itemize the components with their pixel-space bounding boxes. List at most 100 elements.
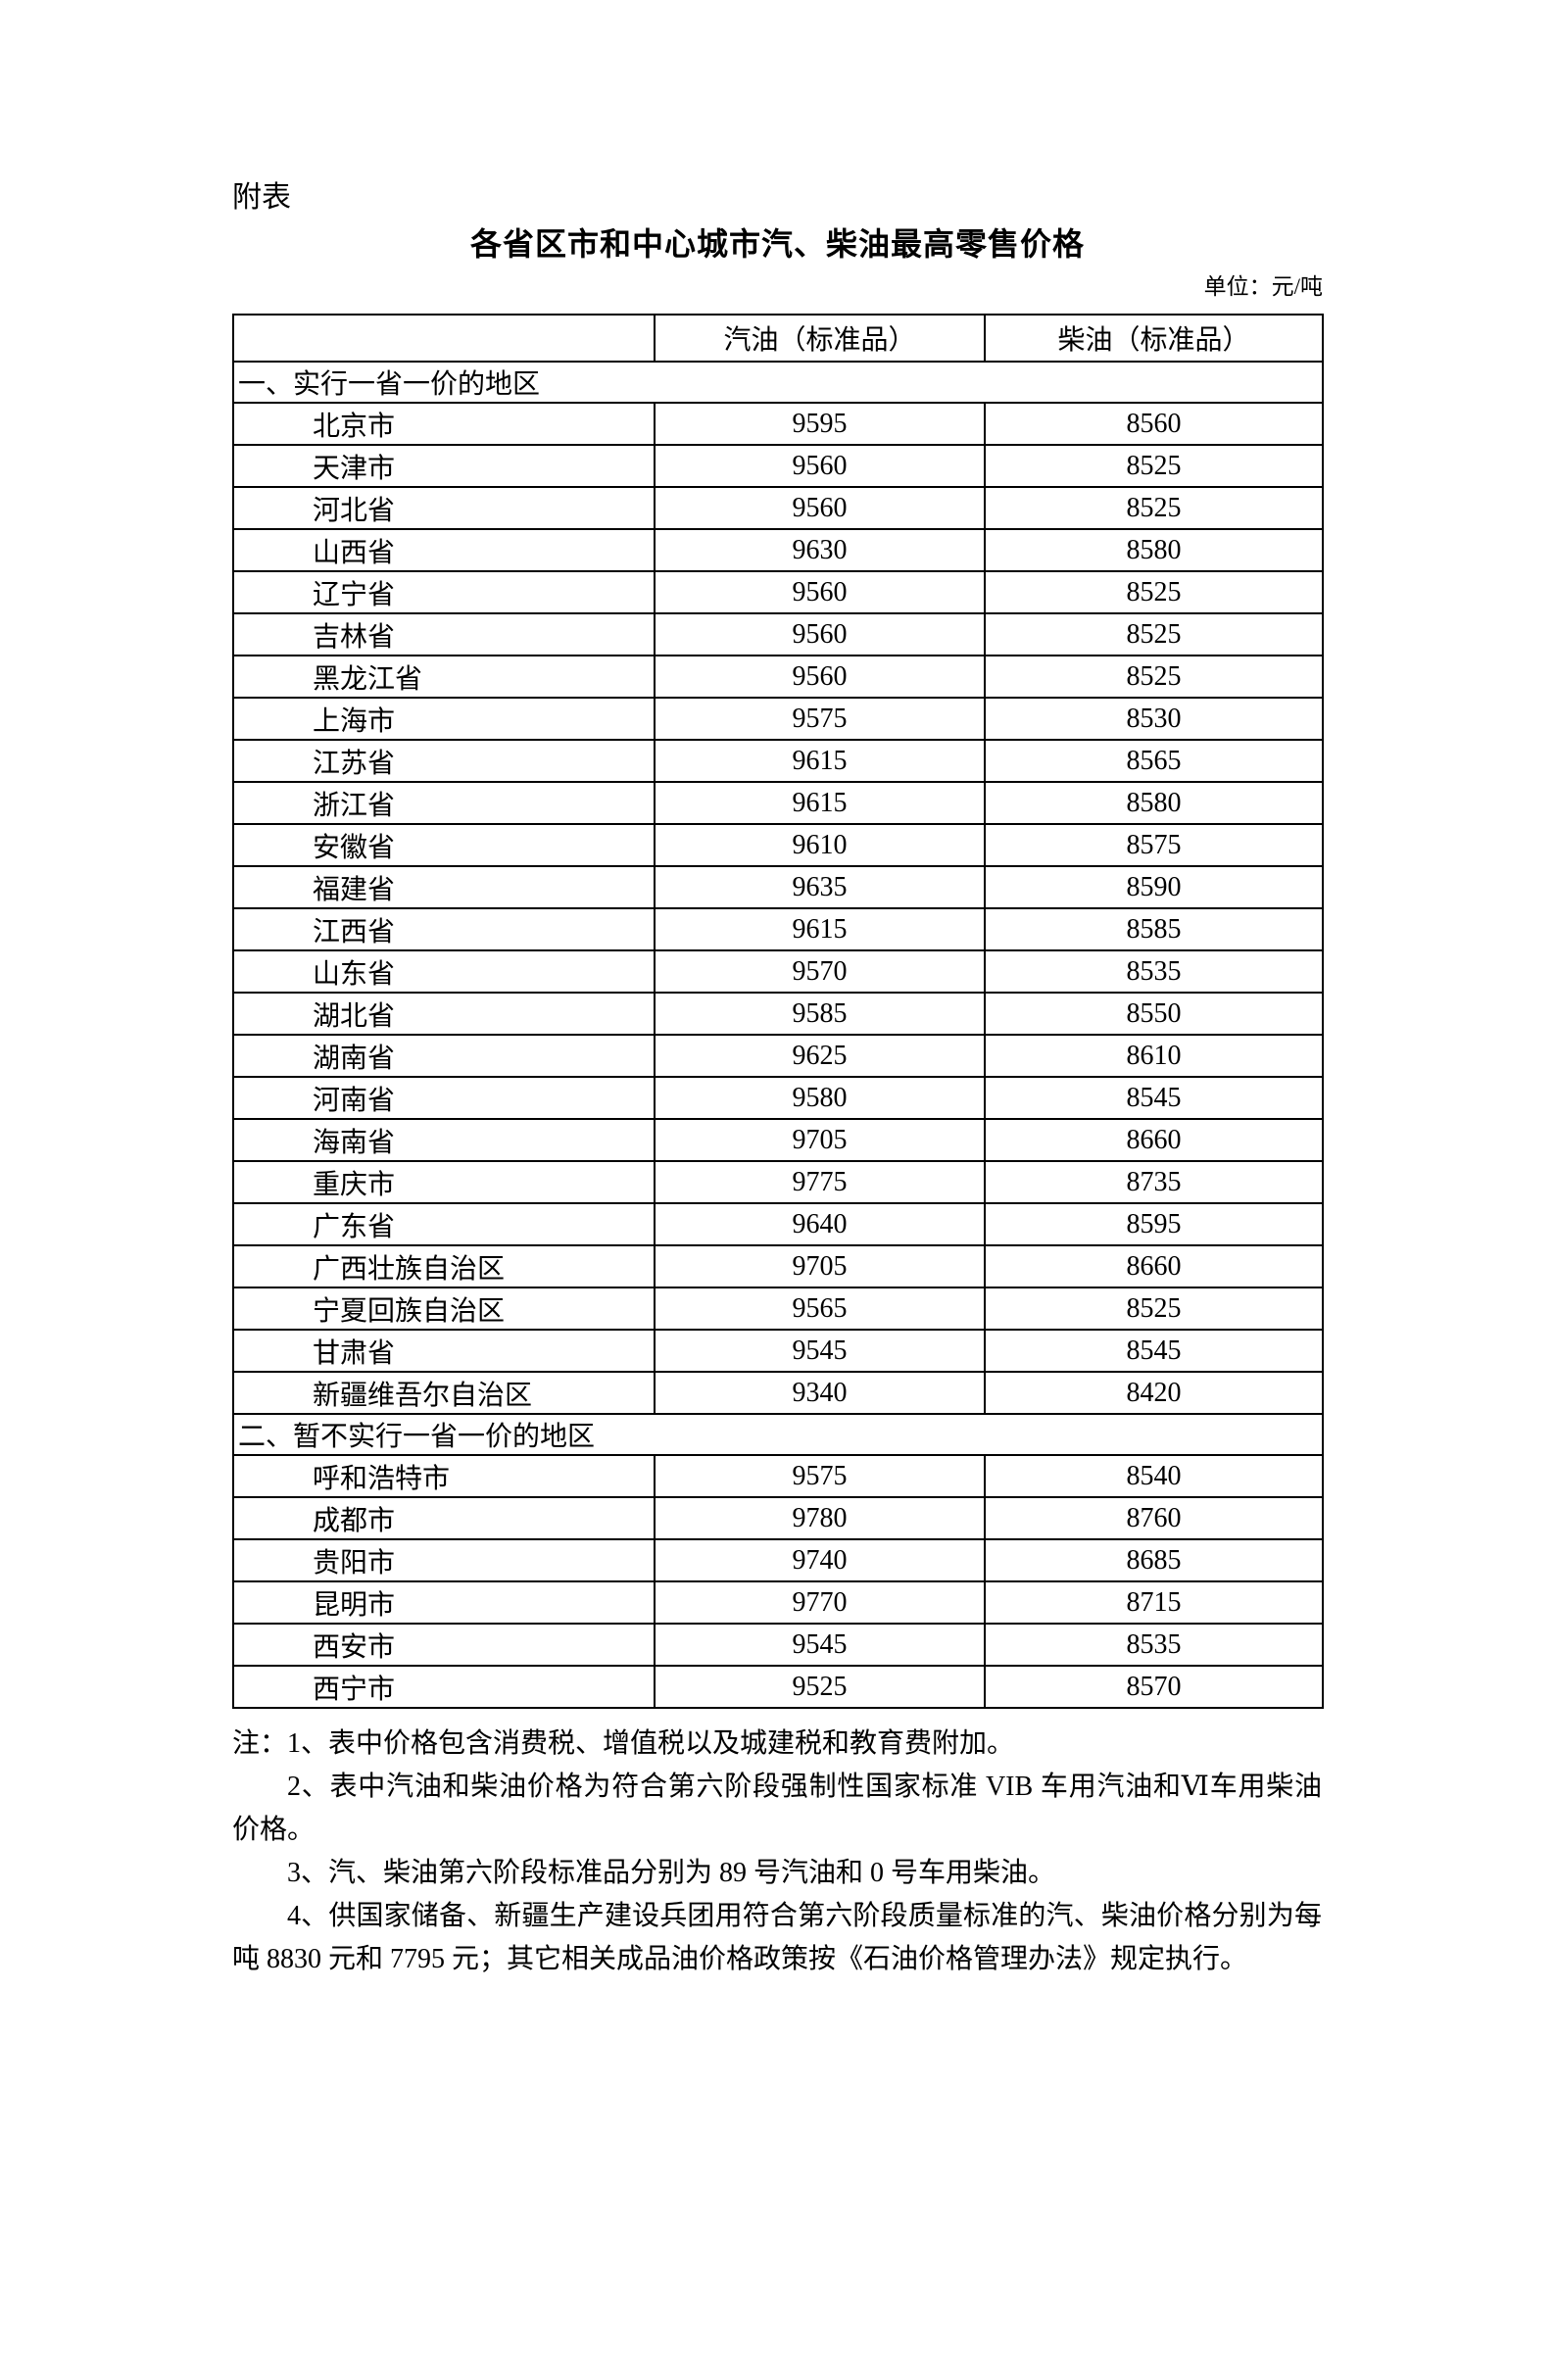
region-name: 辽宁省 [232,570,656,614]
diesel-price: 8525 [984,486,1324,530]
gasoline-price: 9545 [654,1623,986,1667]
diesel-price: 8715 [984,1580,1324,1625]
region-name: 广西壮族自治区 [232,1244,656,1288]
diesel-price: 8590 [984,865,1324,909]
region-name: 昆明市 [232,1580,656,1625]
region-name: 贵阳市 [232,1538,656,1582]
region-name: 天津市 [232,444,656,488]
gasoline-price: 9575 [654,697,986,741]
diesel-price: 8530 [984,697,1324,741]
gasoline-price: 9560 [654,444,986,488]
region-name: 上海市 [232,697,656,741]
section-header-2: 二、暂不实行一省一价的地区 [232,1413,1324,1456]
diesel-price: 8580 [984,528,1324,572]
table-row: 广东省 9640 8595 [232,1202,1324,1246]
region-name: 山西省 [232,528,656,572]
table-row: 海南省 9705 8660 [232,1118,1324,1162]
gasoline-price: 9525 [654,1665,986,1709]
table-row: 江苏省 9615 8565 [232,739,1324,783]
region-name: 湖南省 [232,1034,656,1078]
region-name: 呼和浩特市 [232,1454,656,1498]
table-row: 江西省 9615 8585 [232,907,1324,951]
section-header-1: 一、实行一省一价的地区 [232,361,1324,404]
table-row: 安徽省 9610 8575 [232,823,1324,867]
gasoline-price: 9595 [654,402,986,446]
table-row: 西安市 9545 8535 [232,1623,1324,1667]
gasoline-price: 9625 [654,1034,986,1078]
diesel-price: 8550 [984,992,1324,1036]
table-row: 贵阳市 9740 8685 [232,1538,1324,1582]
region-name: 新疆维吾尔自治区 [232,1371,656,1415]
diesel-price: 8565 [984,739,1324,783]
diesel-price: 8525 [984,612,1324,656]
region-name: 北京市 [232,402,656,446]
gasoline-price: 9615 [654,739,986,783]
table-row: 甘肃省 9545 8545 [232,1329,1324,1373]
region-name: 湖北省 [232,992,656,1036]
gasoline-price: 9740 [654,1538,986,1582]
table-row: 北京市 9595 8560 [232,402,1324,446]
table-row: 呼和浩特市 9575 8540 [232,1454,1324,1498]
region-name: 安徽省 [232,823,656,867]
gasoline-price: 9630 [654,528,986,572]
gasoline-price: 9560 [654,655,986,699]
gasoline-price: 9775 [654,1160,986,1204]
column-header-region [232,314,656,363]
table-row: 浙江省 9615 8580 [232,781,1324,825]
unit-label: 单位：元/吨 [1203,274,1323,299]
gasoline-price: 9560 [654,570,986,614]
section-header-row: 二、暂不实行一省一价的地区 [232,1413,1324,1456]
table-row: 成都市 9780 8760 [232,1496,1324,1540]
gasoline-price: 9705 [654,1118,986,1162]
table-row: 山东省 9570 8535 [232,949,1324,994]
table-row: 山西省 9630 8580 [232,528,1324,572]
table-row: 重庆市 9775 8735 [232,1160,1324,1204]
diesel-price: 8525 [984,444,1324,488]
region-name: 黑龙江省 [232,655,656,699]
diesel-price: 8540 [984,1454,1324,1498]
gasoline-price: 9560 [654,612,986,656]
document-page: 附表 各省区市和中心城市汽、柴油最高零售价格 单位：元/吨 汽油（标准品） 柴油（… [0,180,1555,2380]
diesel-price: 8660 [984,1118,1324,1162]
note-item-3: 3、汽、柴油第六阶段标准品分别为 89 号汽油和 0 号车用柴油。 [287,1858,1056,1888]
region-name: 广东省 [232,1202,656,1246]
diesel-price: 8525 [984,655,1324,699]
diesel-price: 8575 [984,823,1324,867]
table-row: 福建省 9635 8590 [232,865,1324,909]
gasoline-price: 9780 [654,1496,986,1540]
gasoline-price: 9615 [654,907,986,951]
gasoline-price: 9340 [654,1371,986,1415]
diesel-price: 8545 [984,1329,1324,1373]
gasoline-price: 9560 [654,486,986,530]
diesel-price: 8535 [984,949,1324,994]
region-name: 西安市 [232,1623,656,1667]
diesel-price: 8585 [984,907,1324,951]
table-row: 辽宁省 9560 8525 [232,570,1324,614]
diesel-price: 8525 [984,1287,1324,1331]
region-name: 江苏省 [232,739,656,783]
annex-label: 附表 [232,181,291,214]
gasoline-price: 9585 [654,992,986,1036]
region-name: 成都市 [232,1496,656,1540]
table-row: 宁夏回族自治区 9565 8525 [232,1287,1324,1331]
table-row: 广西壮族自治区 9705 8660 [232,1244,1324,1288]
region-name: 重庆市 [232,1160,656,1204]
gasoline-price: 9705 [654,1244,986,1288]
region-name: 吉林省 [232,612,656,656]
gasoline-price: 9635 [654,865,986,909]
region-name: 福建省 [232,865,656,909]
diesel-price: 8525 [984,570,1324,614]
table-row: 河北省 9560 8525 [232,486,1324,530]
table-row: 湖南省 9625 8610 [232,1034,1324,1078]
gasoline-price: 9575 [654,1454,986,1498]
diesel-price: 8760 [984,1496,1324,1540]
table-row: 西宁市 9525 8570 [232,1665,1324,1709]
diesel-price: 8660 [984,1244,1324,1288]
diesel-price: 8685 [984,1538,1324,1582]
region-name: 甘肃省 [232,1329,656,1373]
region-name: 海南省 [232,1118,656,1162]
region-name: 山东省 [232,949,656,994]
gasoline-price: 9770 [654,1580,986,1625]
table-row: 黑龙江省 9560 8525 [232,655,1324,699]
region-name: 河南省 [232,1076,656,1120]
